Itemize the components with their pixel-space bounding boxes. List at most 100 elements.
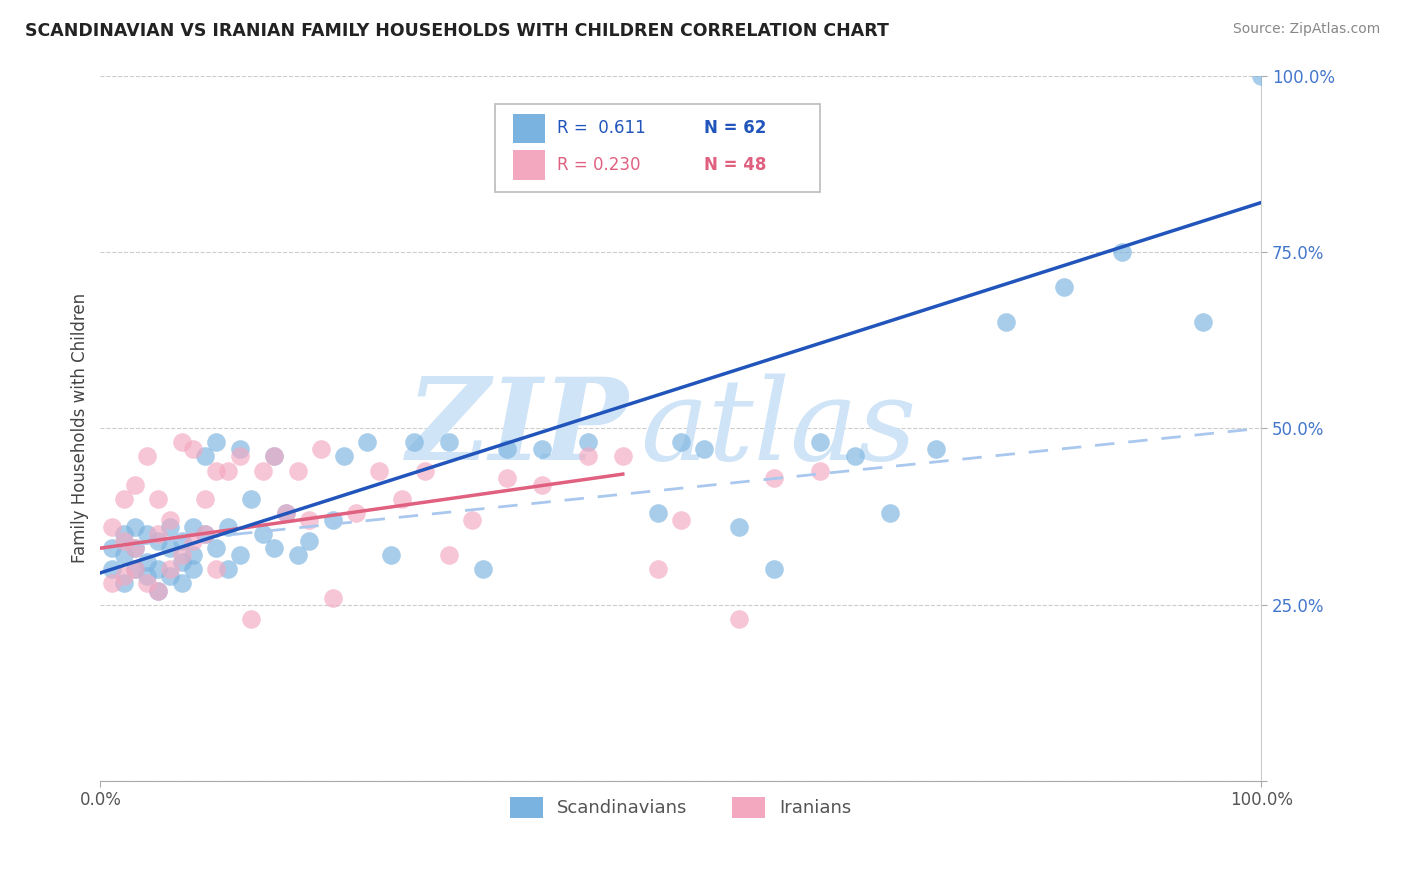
Text: Source: ZipAtlas.com: Source: ZipAtlas.com	[1233, 22, 1381, 37]
Point	[205, 464, 228, 478]
Point	[437, 548, 460, 562]
Point	[669, 435, 692, 450]
Point	[263, 450, 285, 464]
Point	[263, 541, 285, 556]
Point	[124, 562, 146, 576]
Point	[124, 541, 146, 556]
Point	[148, 534, 170, 549]
Point	[252, 527, 274, 541]
Point	[159, 520, 181, 534]
Y-axis label: Family Households with Children: Family Households with Children	[72, 293, 89, 564]
Point	[925, 442, 948, 457]
Point	[762, 470, 785, 484]
Point	[181, 442, 204, 457]
Text: N = 62: N = 62	[704, 120, 766, 137]
Point	[879, 506, 901, 520]
Point	[194, 527, 217, 541]
Point	[263, 450, 285, 464]
Point	[112, 576, 135, 591]
Point	[135, 555, 157, 569]
Point	[1250, 69, 1272, 83]
Point	[415, 464, 437, 478]
FancyBboxPatch shape	[495, 103, 820, 192]
Point	[495, 442, 517, 457]
Point	[240, 491, 263, 506]
Point	[808, 464, 831, 478]
Text: ZIP: ZIP	[406, 373, 628, 483]
Point	[205, 435, 228, 450]
Point	[112, 569, 135, 583]
Point	[135, 576, 157, 591]
Point	[194, 527, 217, 541]
FancyBboxPatch shape	[513, 150, 546, 180]
Text: N = 48: N = 48	[704, 156, 766, 174]
Point	[612, 450, 634, 464]
FancyBboxPatch shape	[513, 113, 546, 144]
Point	[437, 435, 460, 450]
Point	[170, 534, 193, 549]
Point	[728, 520, 751, 534]
Point	[124, 541, 146, 556]
Point	[356, 435, 378, 450]
Point	[762, 562, 785, 576]
Point	[170, 435, 193, 450]
Point	[124, 520, 146, 534]
Point	[112, 548, 135, 562]
Point	[728, 612, 751, 626]
Point	[309, 442, 332, 457]
Point	[576, 450, 599, 464]
Point	[287, 548, 309, 562]
Point	[194, 491, 217, 506]
Point	[205, 562, 228, 576]
Point	[181, 548, 204, 562]
Point	[808, 435, 831, 450]
Point	[135, 569, 157, 583]
Point	[159, 541, 181, 556]
Point	[205, 541, 228, 556]
Point	[994, 315, 1017, 329]
Point	[472, 562, 495, 576]
Point	[101, 541, 124, 556]
Point	[181, 520, 204, 534]
Point	[322, 591, 344, 605]
Point	[576, 435, 599, 450]
Point	[1053, 280, 1076, 294]
Point	[159, 562, 181, 576]
Point	[101, 520, 124, 534]
Point	[124, 477, 146, 491]
Text: atlas: atlas	[640, 373, 917, 483]
Point	[148, 583, 170, 598]
Point	[391, 491, 413, 506]
Point	[844, 450, 866, 464]
Point	[228, 450, 250, 464]
Point	[112, 527, 135, 541]
Point	[647, 562, 669, 576]
Point	[194, 450, 217, 464]
Point	[669, 513, 692, 527]
Point	[181, 534, 204, 549]
Point	[298, 513, 321, 527]
Point	[217, 562, 239, 576]
Point	[159, 569, 181, 583]
Point	[217, 520, 239, 534]
Point	[530, 477, 553, 491]
Point	[368, 464, 391, 478]
Point	[228, 548, 250, 562]
Text: SCANDINAVIAN VS IRANIAN FAMILY HOUSEHOLDS WITH CHILDREN CORRELATION CHART: SCANDINAVIAN VS IRANIAN FAMILY HOUSEHOLD…	[25, 22, 889, 40]
Point	[135, 527, 157, 541]
Point	[148, 527, 170, 541]
Point	[170, 576, 193, 591]
Point	[170, 555, 193, 569]
Point	[530, 442, 553, 457]
Point	[344, 506, 367, 520]
Point	[287, 464, 309, 478]
Point	[322, 513, 344, 527]
Point	[274, 506, 297, 520]
Point	[112, 534, 135, 549]
Point	[170, 548, 193, 562]
Point	[693, 442, 716, 457]
Point	[274, 506, 297, 520]
Point	[112, 491, 135, 506]
Point	[402, 435, 425, 450]
Text: R =  0.611: R = 0.611	[557, 120, 645, 137]
